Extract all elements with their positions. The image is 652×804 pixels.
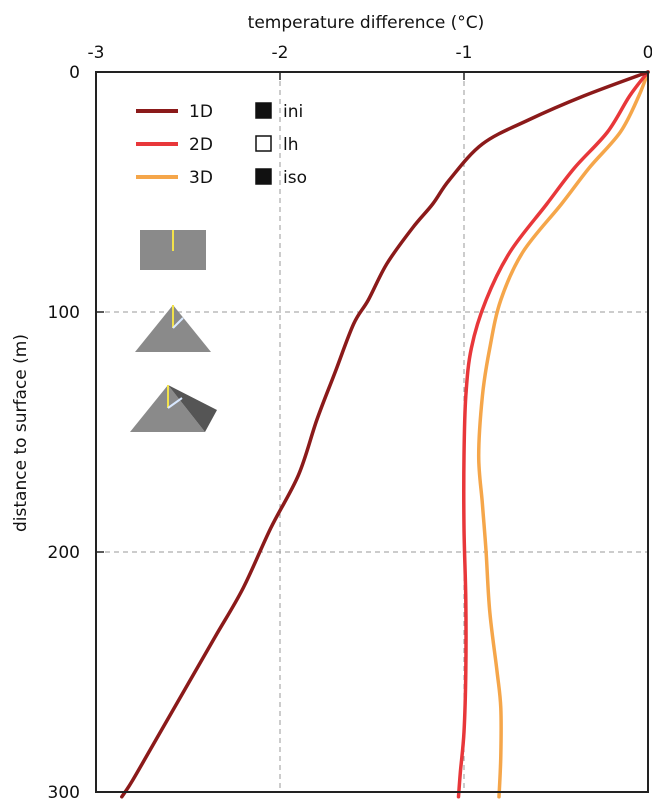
series-line-1d — [120, 70, 650, 799]
tick-labels: -3 -2 -1 0 0 100 200 300 — [48, 43, 652, 803]
geometry-icons — [130, 230, 217, 432]
legend-marker-label: ini — [283, 102, 303, 122]
x-tick-label: -3 — [88, 43, 105, 63]
y-tick-label: 0 — [69, 63, 80, 83]
triangle-ridge-icon — [135, 305, 211, 352]
axis-tick-marks — [95, 71, 649, 793]
y-tick-label: 300 — [48, 783, 80, 803]
legend: 1D 2D 3D ini lh iso — [136, 102, 307, 188]
y-tick-label: 100 — [48, 303, 80, 323]
x-tick-label: -2 — [272, 43, 289, 63]
legend-marker-lh — [255, 135, 272, 152]
series-line-3d — [476, 70, 650, 799]
y-axis-title: distance to surface (m) — [11, 334, 31, 532]
y-tick-label: 200 — [48, 543, 80, 563]
pyramid-icon — [130, 385, 217, 432]
legend-marker-label: lh — [283, 135, 299, 155]
rectangle-block-icon — [140, 230, 206, 270]
x-tick-label: 0 — [643, 43, 652, 63]
legend-label: 2D — [189, 135, 213, 155]
x-axis-title: temperature difference (°C) — [248, 13, 485, 33]
legend-marker-ini — [255, 102, 272, 119]
series-line-2d — [456, 70, 650, 799]
legend-label: 1D — [189, 102, 213, 122]
series-lines — [120, 70, 650, 799]
x-tick-label: -1 — [456, 43, 473, 63]
legend-marker-iso — [255, 168, 272, 185]
plot-frame — [95, 71, 649, 793]
legend-label: 3D — [189, 168, 213, 188]
legend-marker-label: iso — [283, 168, 307, 188]
